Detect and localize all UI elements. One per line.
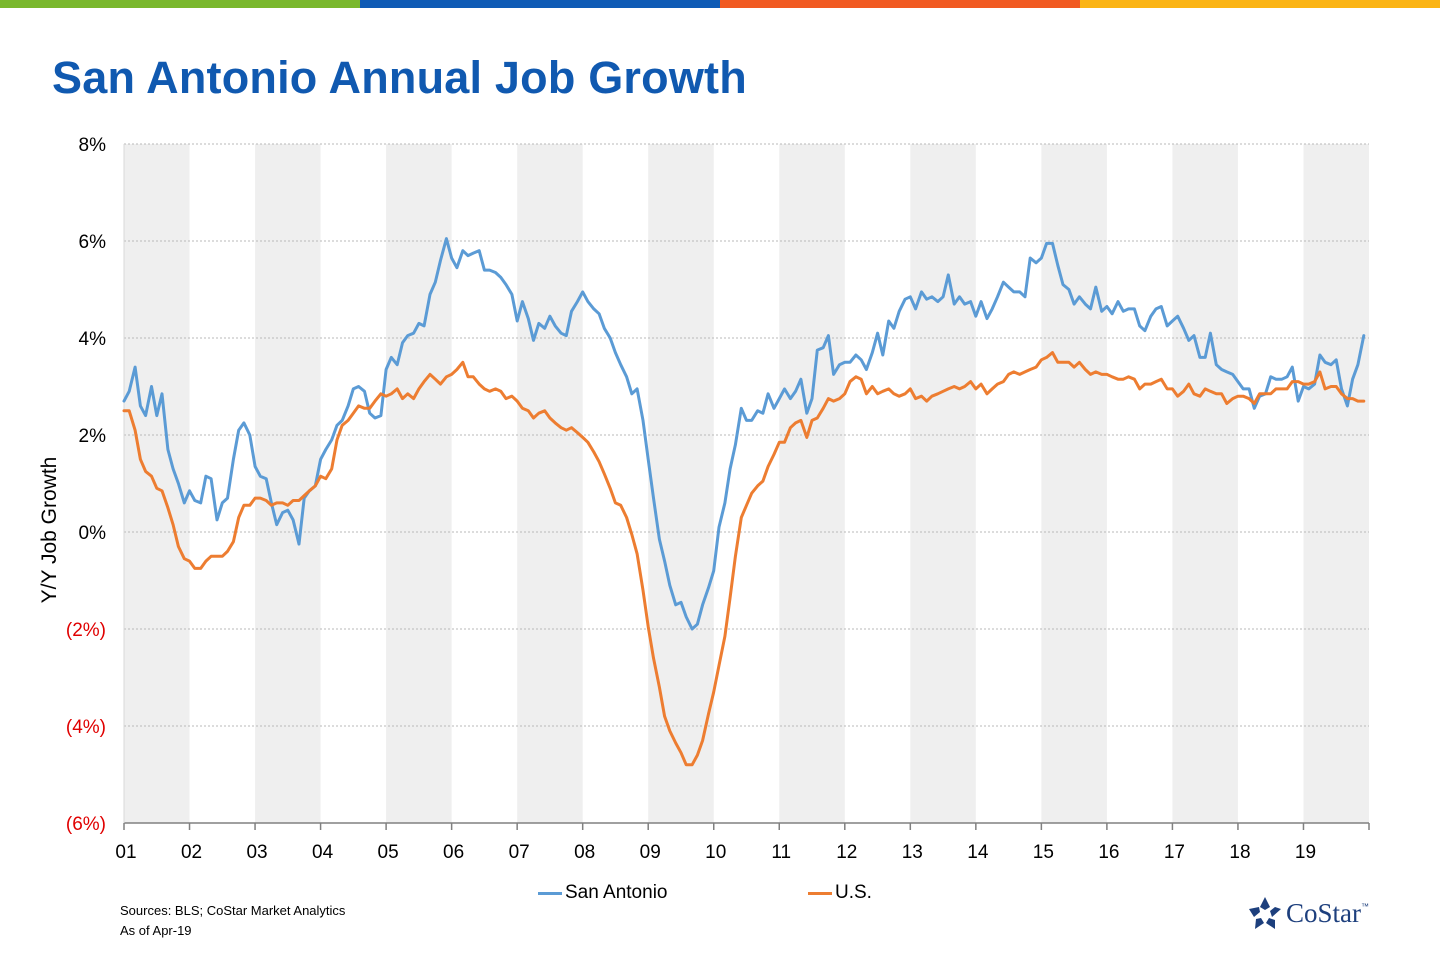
- gridlines: [124, 143, 1369, 727]
- legend-swatch-san-antonio: [538, 891, 562, 895]
- legend-label-us: U.S.: [835, 882, 872, 903]
- y-tick-label: 0%: [79, 523, 107, 544]
- x-tick-label: 09: [640, 842, 661, 863]
- series-line-u-s: [122, 351, 1366, 767]
- y-tick-label: (6%): [66, 814, 106, 835]
- series-lines: [122, 237, 1366, 767]
- year-band-11: [779, 144, 845, 823]
- y-axis-label-container: Y/Y Job Growth: [30, 330, 70, 730]
- x-tick-label: 08: [574, 842, 595, 863]
- x-tick-label: 13: [902, 842, 923, 863]
- as-of-note: As of Apr-19: [120, 923, 192, 938]
- series-line-san-antonio: [122, 237, 1366, 631]
- legend-swatch-us: [808, 891, 832, 895]
- x-tick-label: 17: [1164, 842, 1185, 863]
- x-tick-label: 12: [836, 842, 857, 863]
- job-growth-chart: 8% 6% 4% 2% 0% (2%) (4%) (6%) 01 02 03 04 05 06 07 08 09…: [66, 135, 1370, 863]
- year-band-13: [910, 144, 976, 823]
- legend: San Antonio U.S.: [0, 882, 1440, 912]
- y-tick-label: 6%: [79, 232, 107, 253]
- y-tick-label: 8%: [79, 135, 107, 156]
- x-tick-label: 15: [1033, 842, 1054, 863]
- tick-labels: 8% 6% 4% 2% 0% (2%) (4%) (6%) 01 02 03 04 05 06 07 08 09…: [66, 135, 1316, 863]
- x-tick-label: 19: [1295, 842, 1316, 863]
- top-bar-segment-orange: [720, 0, 1080, 8]
- y-tick-label: (2%): [66, 620, 106, 641]
- year-band-17: [1172, 144, 1238, 823]
- year-band-09: [648, 144, 714, 823]
- costar-star-icon: [1249, 897, 1281, 929]
- year-band-15: [1041, 144, 1107, 823]
- x-tick-label: 03: [246, 842, 267, 863]
- logo-trademark: ™: [1361, 902, 1370, 911]
- top-color-bar: [0, 0, 1440, 8]
- y-tick-label: 4%: [79, 329, 107, 350]
- top-bar-segment-blue: [360, 0, 720, 8]
- legend-item-us: U.S.: [808, 882, 872, 904]
- slide-title: San Antonio Annual Job Growth: [52, 52, 747, 103]
- top-bar-segment-green: [0, 0, 360, 8]
- axes: [123, 144, 1370, 830]
- legend-item-san-antonio: San Antonio: [538, 882, 667, 904]
- x-tick-label: 05: [378, 842, 399, 863]
- y-tick-label: 2%: [79, 426, 107, 447]
- year-band-19: [1303, 144, 1369, 823]
- legend-label-san-antonio: San Antonio: [565, 882, 668, 903]
- x-tick-label: 04: [312, 842, 334, 863]
- x-tick-label: 07: [509, 842, 530, 863]
- logo-text: CoStar: [1286, 897, 1362, 928]
- x-tick-label: 16: [1098, 842, 1119, 863]
- x-tick-label: 18: [1229, 842, 1250, 863]
- y-axis-label: Y/Y Job Growth: [38, 456, 61, 604]
- x-tick-label: 11: [771, 842, 791, 863]
- y-tick-label: (4%): [66, 717, 106, 738]
- year-bands: [124, 144, 1369, 823]
- x-tick-label: 06: [443, 842, 464, 863]
- year-band-05: [386, 144, 452, 823]
- source-note: Sources: BLS; CoStar Market Analytics: [120, 903, 346, 918]
- x-tick-label: 14: [967, 842, 989, 863]
- costar-logo: CoStar ™: [1248, 896, 1369, 930]
- year-band-03: [255, 144, 321, 823]
- footer-notes: Sources: BLS; CoStar Market Analytics As…: [120, 901, 345, 941]
- x-tick-label: 10: [705, 842, 726, 863]
- x-tick-label: 02: [181, 842, 202, 863]
- year-band-07: [517, 144, 583, 823]
- top-bar-segment-yellow: [1080, 0, 1440, 8]
- x-tick-label: 01: [115, 842, 136, 863]
